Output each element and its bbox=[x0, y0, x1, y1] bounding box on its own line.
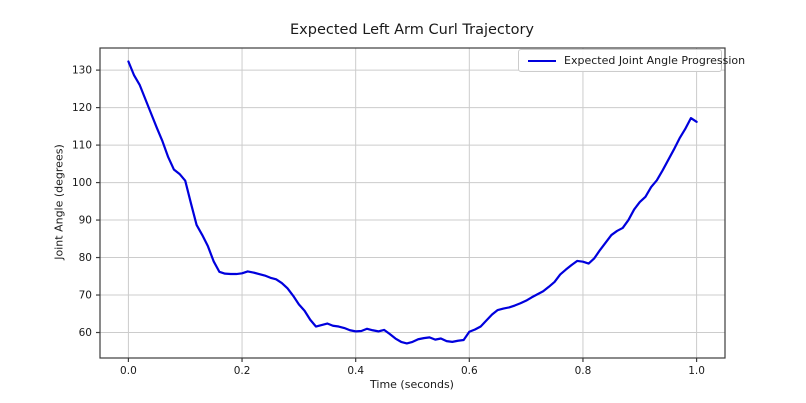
y-tick-label: 80 bbox=[79, 252, 92, 264]
x-axis-label: Time (seconds) bbox=[370, 378, 454, 391]
plot-border bbox=[99, 47, 726, 359]
y-tick-label: 90 bbox=[79, 215, 92, 227]
y-tick-label: 60 bbox=[79, 327, 92, 339]
x-tick-label: 0.6 bbox=[461, 365, 478, 377]
trajectory-line bbox=[127, 60, 698, 345]
y-tick-label: 70 bbox=[79, 290, 92, 302]
legend-line-sample bbox=[528, 59, 556, 62]
y-tick-label: 130 bbox=[72, 65, 92, 77]
x-tick-label: 0.4 bbox=[347, 365, 364, 377]
x-tick-label: 0.0 bbox=[120, 365, 137, 377]
chart-title: Expected Left Arm Curl Trajectory bbox=[289, 22, 535, 38]
x-tick-label: 0.8 bbox=[575, 365, 592, 377]
legend-box: Expected Joint Angle Progression bbox=[518, 49, 745, 72]
y-tick-label: 120 bbox=[72, 102, 92, 114]
legend-entry-label: Expected Joint Angle Progression bbox=[564, 54, 746, 67]
x-tick-label: 0.2 bbox=[234, 365, 251, 377]
y-axis-label: Joint Angle (degrees) bbox=[52, 144, 66, 260]
y-tick-label: 100 bbox=[72, 177, 92, 189]
x-tick-label: 1.0 bbox=[688, 365, 705, 377]
y-tick-label: 110 bbox=[72, 140, 92, 152]
